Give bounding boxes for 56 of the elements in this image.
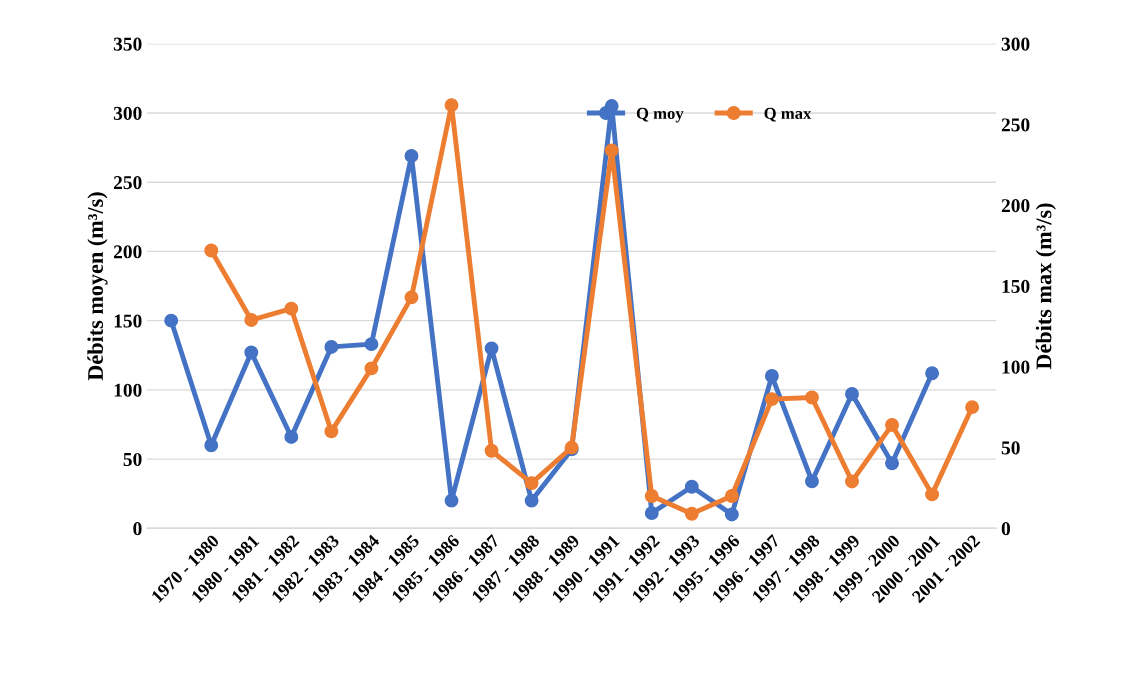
point <box>484 443 499 458</box>
point <box>925 487 940 502</box>
legend-label: Q max <box>764 107 812 122</box>
y2-tick-label: 100 <box>1002 360 1030 374</box>
y2-tick-label: 250 <box>1001 118 1030 132</box>
y-axis-title: Débits moyen (m³/s) <box>87 192 108 381</box>
y-tick-label: 100 <box>114 383 142 397</box>
y-tick-label: 50 <box>123 452 142 467</box>
point <box>484 341 499 356</box>
y-tick-label: 300 <box>113 106 142 120</box>
point <box>684 479 699 494</box>
y2-tick-label: 300 <box>1001 37 1030 51</box>
point <box>764 369 779 383</box>
point <box>965 400 980 415</box>
point <box>724 489 739 503</box>
point <box>885 417 899 432</box>
point <box>885 456 899 471</box>
point <box>684 506 699 521</box>
y-tick-label: 200 <box>113 245 142 259</box>
point <box>845 387 859 401</box>
y-tick-label: 150 <box>114 314 142 328</box>
y-tick-label: 0 <box>133 522 142 536</box>
y2-tick-label: 150 <box>1002 279 1030 293</box>
point <box>204 438 219 453</box>
y-tick-label: 350 <box>113 37 142 51</box>
y2-tick-label: 200 <box>1001 199 1030 213</box>
point <box>364 361 379 376</box>
point <box>604 143 619 158</box>
point <box>804 474 819 489</box>
point <box>284 301 299 316</box>
point <box>444 98 459 113</box>
point <box>284 429 299 444</box>
point <box>244 312 259 327</box>
point <box>644 506 659 521</box>
point <box>204 243 219 258</box>
point <box>644 489 659 503</box>
point <box>444 493 459 508</box>
point <box>404 290 419 305</box>
point <box>925 366 940 381</box>
point <box>364 337 379 352</box>
point <box>524 476 539 491</box>
point <box>845 474 859 489</box>
y2-axis-title: Débits max (m³/s) <box>1035 203 1056 370</box>
legend-label: Q moy <box>636 107 684 123</box>
point <box>764 392 779 407</box>
y2-tick-label: 50 <box>1001 441 1020 455</box>
point <box>324 339 339 354</box>
point <box>404 148 419 163</box>
y-tick-label: 250 <box>113 176 142 190</box>
point <box>724 507 739 522</box>
y2-tick-label: 0 <box>1001 522 1010 536</box>
point <box>244 345 259 360</box>
point <box>164 313 179 328</box>
point <box>524 493 539 508</box>
point <box>324 424 339 439</box>
point <box>804 390 819 405</box>
